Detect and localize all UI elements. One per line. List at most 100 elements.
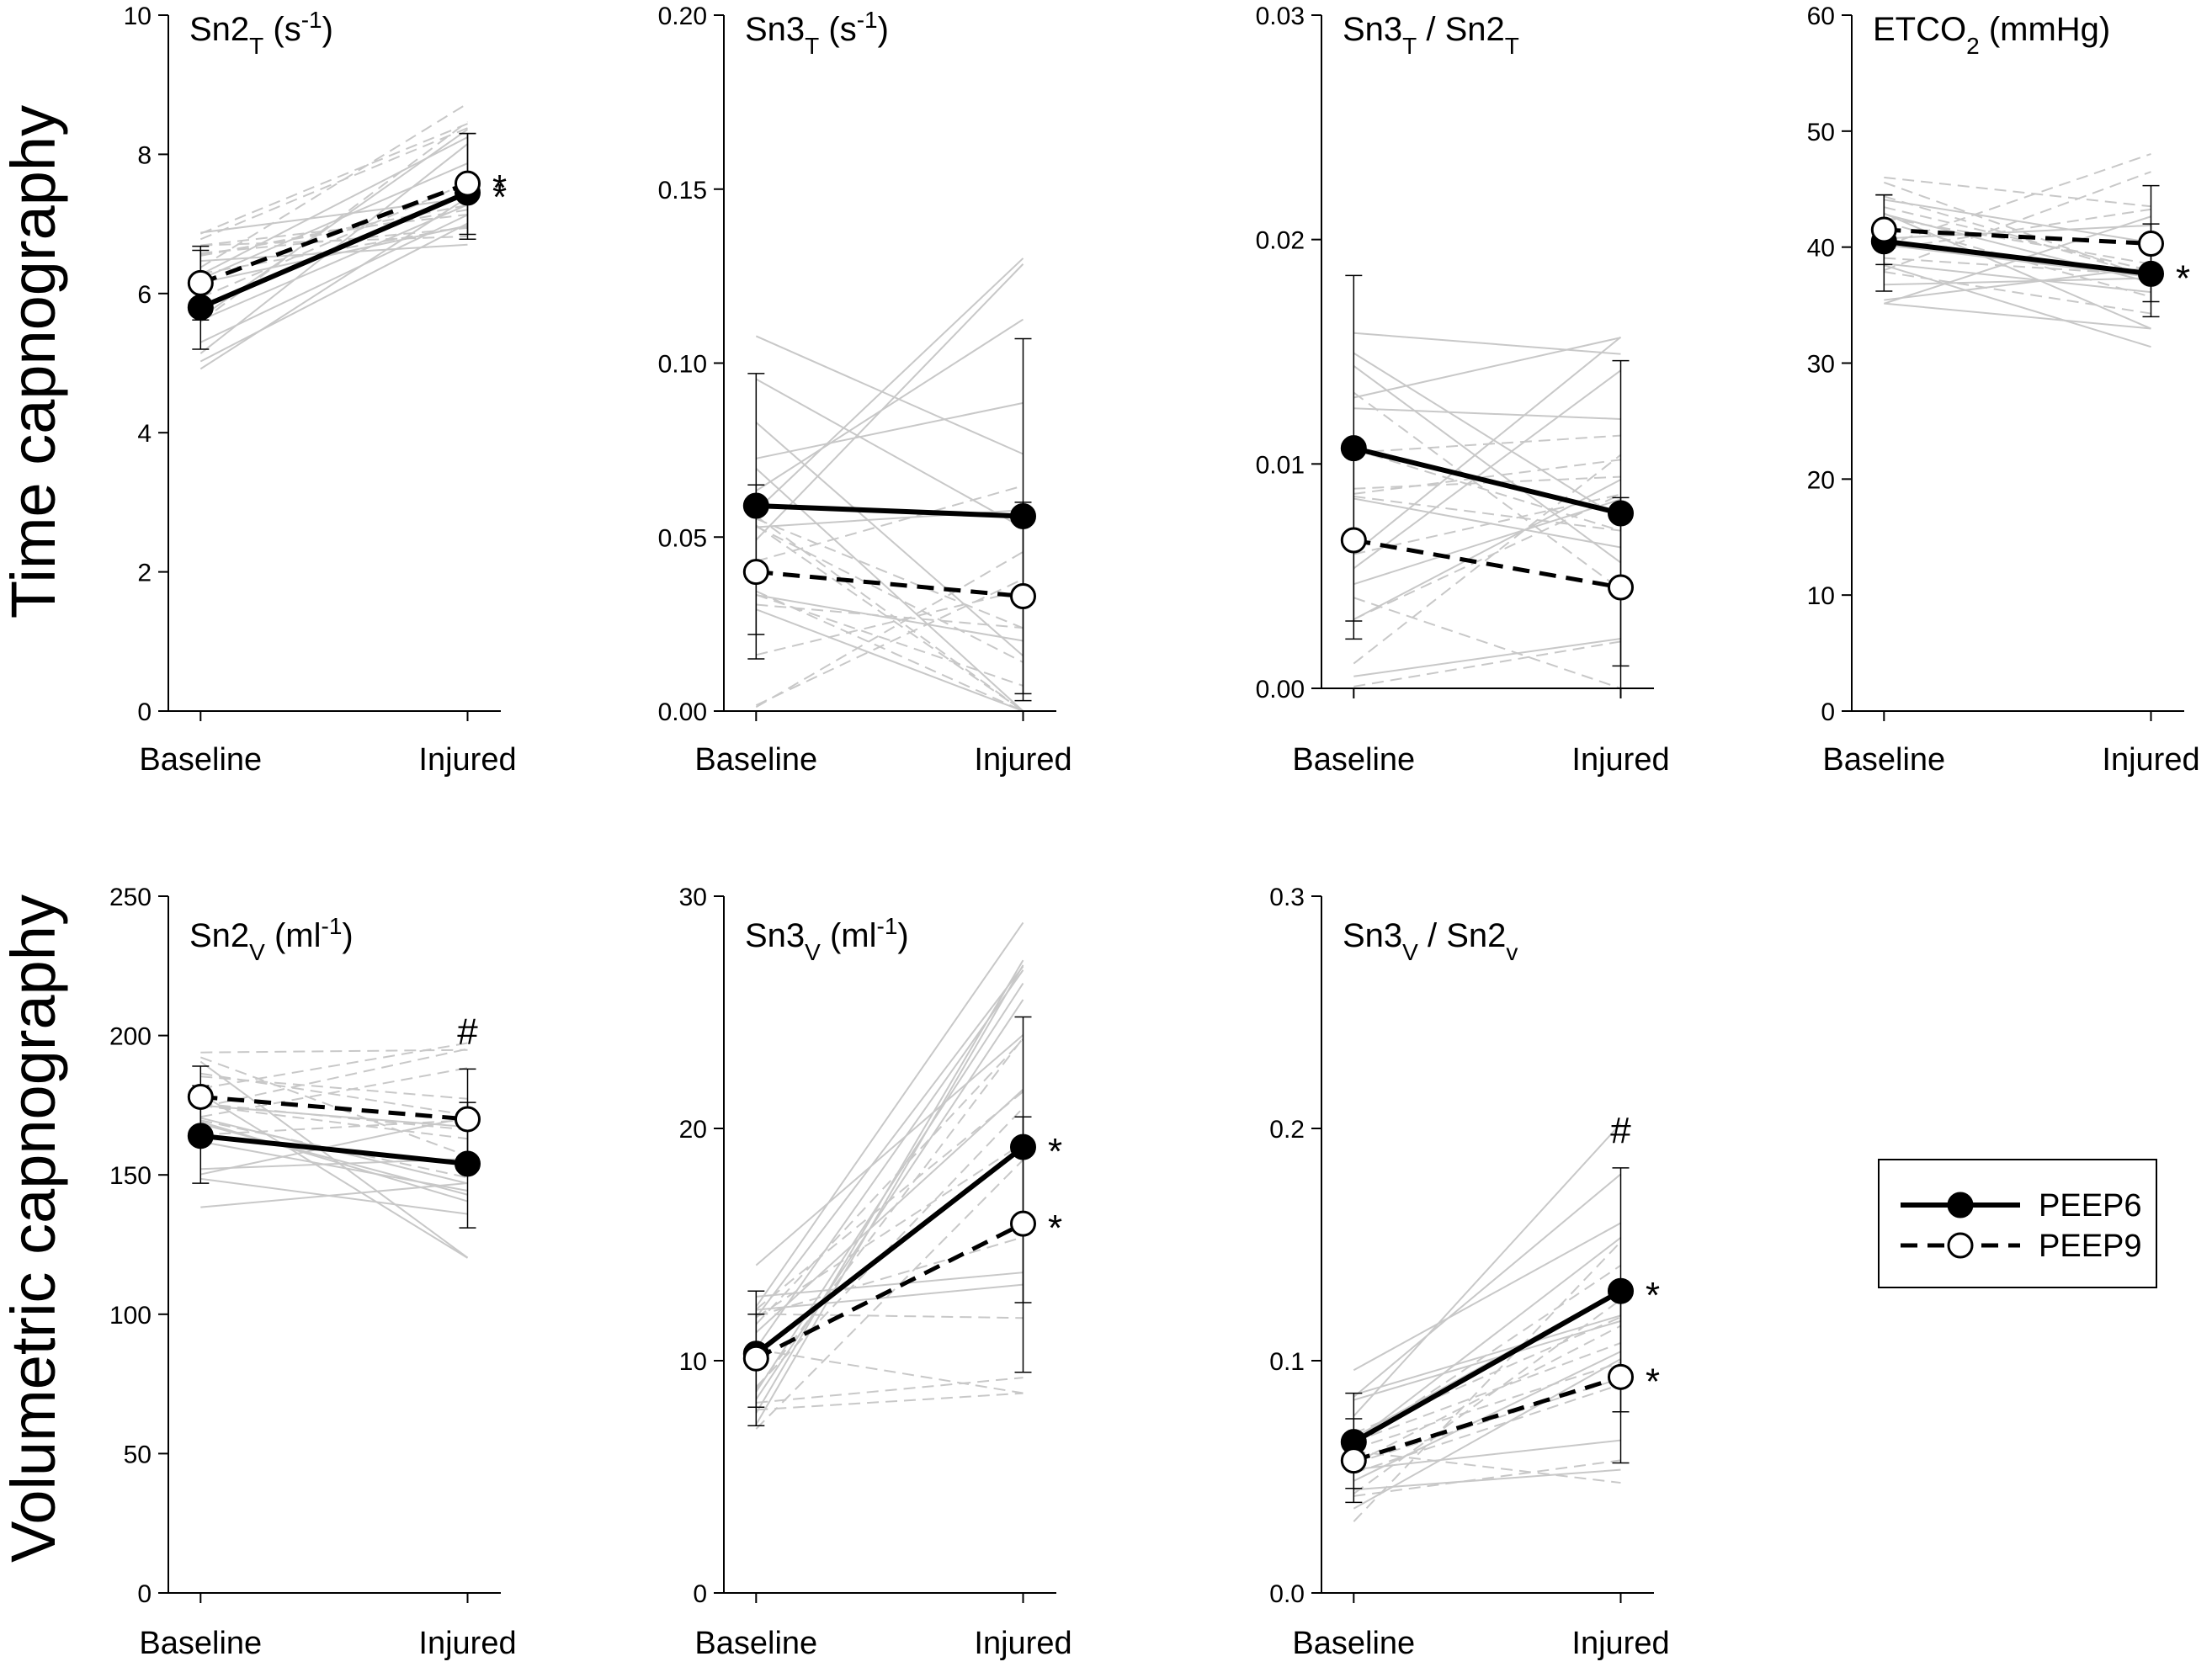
individual-line (1884, 224, 2151, 240)
individual-line (200, 1048, 468, 1108)
title-unit-close: ) (878, 11, 889, 48)
individual-line (200, 243, 468, 263)
individual-line (755, 263, 1024, 541)
individual-line (756, 485, 1024, 562)
individual-line (755, 524, 1024, 712)
individual-line (1353, 1123, 1622, 1417)
panel-sn3v: 0 10 20 30 Baseline Injured Sn3V (ml-1) * * (679, 884, 1072, 1661)
individual-line (756, 1348, 1024, 1394)
series-line-peep9 (756, 570, 1024, 599)
x-tick-label: Injured (418, 742, 516, 778)
individual-line (755, 1037, 1024, 1390)
point-peep9 (187, 1083, 214, 1110)
individual-line (1353, 479, 1621, 621)
legend-marker (1947, 1192, 1974, 1218)
individual-line (755, 590, 1024, 712)
individual-line (1353, 1468, 1621, 1491)
title-mid: / Sn2 (1417, 11, 1505, 48)
y-tick-label: 150 (109, 1162, 152, 1190)
individual-line (1884, 195, 2151, 279)
y-tick-label: 0.1 (1269, 1348, 1305, 1376)
x-tick-label: Baseline (139, 1626, 262, 1661)
x-tick-label: Baseline (1822, 742, 1945, 778)
series-line-peep9 (1353, 1374, 1622, 1463)
individual-line (1353, 1351, 1621, 1482)
individual-line (756, 1392, 1024, 1411)
individual-line (199, 1056, 468, 1157)
title-unit-close: ) (342, 917, 353, 954)
x-tick-label: Injured (1571, 742, 1669, 778)
individual-line (200, 1119, 468, 1136)
series-line-peep9 (200, 1094, 468, 1122)
series-line-peep6 (756, 503, 1024, 519)
title-superscript: -1 (857, 7, 878, 33)
individual-line (199, 103, 469, 268)
panel-title: Sn2V (ml-1) (189, 913, 354, 965)
point-peep6 (1608, 500, 1634, 527)
x-tick-label: Injured (974, 1626, 1071, 1661)
individual-line (1353, 497, 1621, 549)
individual-line (1353, 365, 1622, 564)
y-tick-label: 0.15 (658, 177, 707, 204)
legend-label: PEEP9 (2039, 1229, 2142, 1264)
x-tick-label: Injured (974, 742, 1071, 778)
individual-line (1884, 176, 2151, 208)
title-superscript: -1 (301, 7, 322, 33)
individual-line (1353, 434, 1621, 454)
y-tick-label: 0.00 (658, 698, 707, 726)
significance-mark: * (492, 167, 507, 209)
y-tick-label: 0.01 (1256, 451, 1305, 479)
y-tick-label: 250 (109, 884, 152, 911)
individual-line (200, 197, 468, 234)
y-tick-label: 10 (1807, 582, 1835, 610)
title-unit: (s (263, 11, 300, 48)
legend-marker (1947, 1232, 1974, 1259)
point-peep9 (455, 170, 481, 197)
individual-line (199, 214, 468, 343)
point-peep9 (1870, 216, 1897, 243)
individual-line (1353, 493, 1621, 620)
title-main: Sn3 (1343, 917, 1402, 954)
individual-line (756, 1271, 1024, 1298)
individual-line (755, 515, 1024, 712)
y-tick-label: 50 (124, 1441, 152, 1468)
significance-mark: # (1610, 1110, 1631, 1151)
individual-line (1353, 352, 1622, 520)
individual-line (755, 1088, 1024, 1334)
individual-line (1353, 640, 1621, 688)
individual-line (1884, 216, 2151, 265)
title-subscript: 2 (1966, 33, 1980, 59)
individual-line (200, 1102, 468, 1131)
panel-title: Sn2T (s-1) (189, 7, 333, 59)
title-subscript: T (249, 33, 263, 59)
point-peep6 (1010, 1133, 1036, 1160)
significance-mark: * (2176, 257, 2190, 299)
legend-box (1878, 1159, 2157, 1288)
individual-line (755, 608, 1024, 712)
significance-mark: * (492, 177, 507, 218)
individual-line (755, 525, 1024, 663)
panel-title: Sn3V (ml-1) (745, 913, 909, 965)
individual-line (1353, 1439, 1621, 1471)
individual-line (1883, 181, 2151, 279)
row-label-volumetric: Volumetric capnography (0, 895, 68, 1563)
individual-line (199, 1093, 469, 1259)
individual-line (200, 1116, 468, 1176)
individual-line (1884, 199, 2151, 244)
y-tick-label: 200 (109, 1023, 152, 1051)
individual-line (1353, 1241, 1622, 1522)
y-tick-label: 0.0 (1269, 1580, 1305, 1608)
individual-line (200, 1049, 468, 1054)
individual-line (1353, 498, 1621, 586)
individual-line (1353, 1450, 1621, 1484)
y-tick-label: 10 (124, 3, 152, 30)
title-main: ETCO (1873, 11, 1966, 48)
individual-line (1353, 1325, 1621, 1465)
point-peep6 (187, 294, 214, 321)
individual-line (200, 226, 468, 254)
individual-line (755, 593, 1024, 687)
point-peep9 (2138, 231, 2164, 257)
x-tick-label: Baseline (694, 1626, 817, 1661)
